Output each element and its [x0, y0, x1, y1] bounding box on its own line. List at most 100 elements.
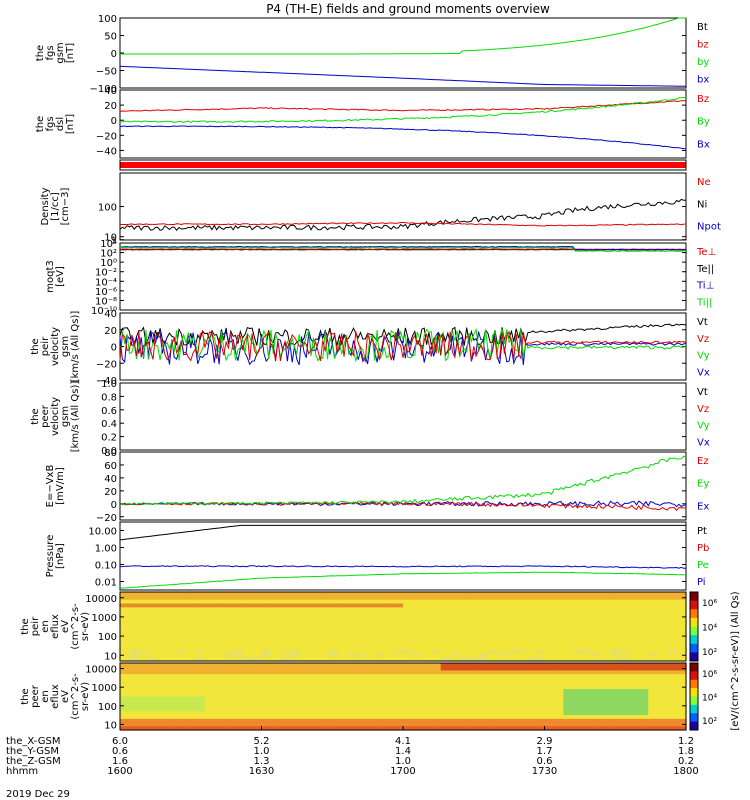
spectrogram-cell [676, 681, 687, 686]
spectrogram-cell [478, 599, 489, 605]
spectrogram-cell [619, 681, 630, 686]
y-axis-label: moqt3 [45, 260, 56, 293]
spectrogram-cell [393, 718, 404, 724]
spectrogram-cell [525, 634, 536, 639]
spectrogram-cell [157, 718, 168, 724]
spectrogram-cell [629, 645, 640, 651]
legend-peir-velocity-1: Vz [697, 334, 709, 345]
spectrogram-cell [327, 599, 338, 605]
spectrogram-cell [478, 630, 489, 635]
spectrogram-cell [242, 626, 253, 631]
spectrogram-cell [195, 622, 206, 628]
spectrogram-cell [261, 622, 272, 628]
spectrogram-cell [233, 649, 244, 654]
spectrogram-cell [506, 634, 517, 639]
spectrogram-cell [516, 663, 527, 668]
spectrogram-cell [591, 645, 602, 651]
spectrogram-cell [582, 603, 593, 608]
spectrogram-cell [563, 618, 574, 624]
spectrogram-cell [676, 638, 687, 643]
spectrogram-cell [270, 653, 281, 658]
spectrogram-cell [355, 595, 366, 601]
spectrogram-cell [412, 611, 423, 616]
spectrogram-cell [657, 618, 668, 624]
spectrogram-cell [440, 703, 451, 709]
figure-title: P4 (TH-E) fields and ground moments over… [266, 2, 550, 16]
spectrogram-cell [497, 626, 508, 631]
spectrogram-cell [469, 715, 480, 720]
spectrogram-cell [667, 657, 678, 662]
spectrogram-cell [450, 674, 461, 679]
spectrogram-cell [610, 711, 621, 716]
spectrogram-cell [327, 641, 338, 647]
spectrogram-cell [525, 599, 536, 605]
spectrogram-cell [120, 599, 131, 605]
spectrogram-cell [412, 677, 423, 683]
spectrogram-cell [280, 645, 291, 651]
spectrogram-cell [204, 689, 215, 694]
spectrogram-cell [563, 711, 574, 716]
spectrogram-cell [591, 689, 602, 694]
spectrogram-cell [138, 696, 149, 701]
spectrogram-cell [516, 622, 527, 628]
spectrogram-cell [195, 711, 206, 716]
spectrogram-cell [619, 645, 630, 651]
spectrogram-cell [497, 707, 508, 712]
spectrogram-cell [261, 726, 272, 731]
spectrogram-cell [403, 707, 414, 712]
spectrogram-cell [299, 630, 310, 635]
spectrogram-cell [261, 663, 272, 668]
legend-density-1: Ni [697, 199, 707, 210]
spectrogram-cell [138, 653, 149, 658]
spectrogram-cell [176, 615, 187, 620]
spectrogram-cell [167, 618, 178, 624]
spectrogram-cell [365, 718, 376, 724]
spectrogram-cell [120, 618, 131, 624]
spectrogram-cell [582, 653, 593, 658]
spectrogram-cell [553, 622, 564, 628]
spectrogram-cell [280, 670, 291, 675]
spectrogram-cell [318, 622, 329, 628]
spectrogram-cell [327, 595, 338, 601]
spectrogram-cell [667, 607, 678, 612]
spectrogram-cell [242, 663, 253, 668]
spectrogram-cell [204, 722, 215, 727]
spectrogram-cell [393, 726, 404, 731]
spectrogram-cell [469, 666, 480, 672]
spectrogram-cell [167, 689, 178, 694]
spectrogram-cell [270, 592, 281, 597]
spectrogram-cell [186, 592, 197, 597]
spectrogram-cell [601, 715, 612, 720]
spectrogram-cell [204, 674, 215, 679]
spectrogram-cell [648, 638, 659, 643]
spectrogram-cell [167, 634, 178, 639]
spectrogram-cell [204, 707, 215, 712]
spectrogram-cell [186, 715, 197, 720]
spectrogram-cell [638, 696, 649, 701]
spectrogram-cell [676, 634, 687, 639]
spectrogram-cell [270, 638, 281, 643]
spectrogram-cell [591, 618, 602, 624]
spectrogram-cell [525, 622, 536, 628]
spectrogram-cell [478, 722, 489, 727]
spectrogram-cell [412, 615, 423, 620]
spectrogram-cell [129, 689, 140, 694]
spectrogram-cell [506, 689, 517, 694]
spectrogram-cell [270, 677, 281, 683]
spectrogram-cell [619, 703, 630, 709]
spectrogram-cell [242, 726, 253, 731]
spectrogram-cell [440, 696, 451, 701]
spectrogram-cell [365, 638, 376, 643]
spectrogram-cell [421, 677, 432, 683]
spectrogram-cell [450, 707, 461, 712]
spectrogram-cell [648, 641, 659, 647]
spectrogram-cell [336, 657, 347, 662]
spectrogram-cell [412, 692, 423, 698]
spectrogram-cell [365, 670, 376, 675]
spectrogram-cell [195, 599, 206, 605]
spectrogram-cell [478, 726, 489, 731]
spectrogram-cell [553, 645, 564, 651]
spectrogram-cell [403, 622, 414, 628]
spectrogram-cell [572, 663, 583, 668]
